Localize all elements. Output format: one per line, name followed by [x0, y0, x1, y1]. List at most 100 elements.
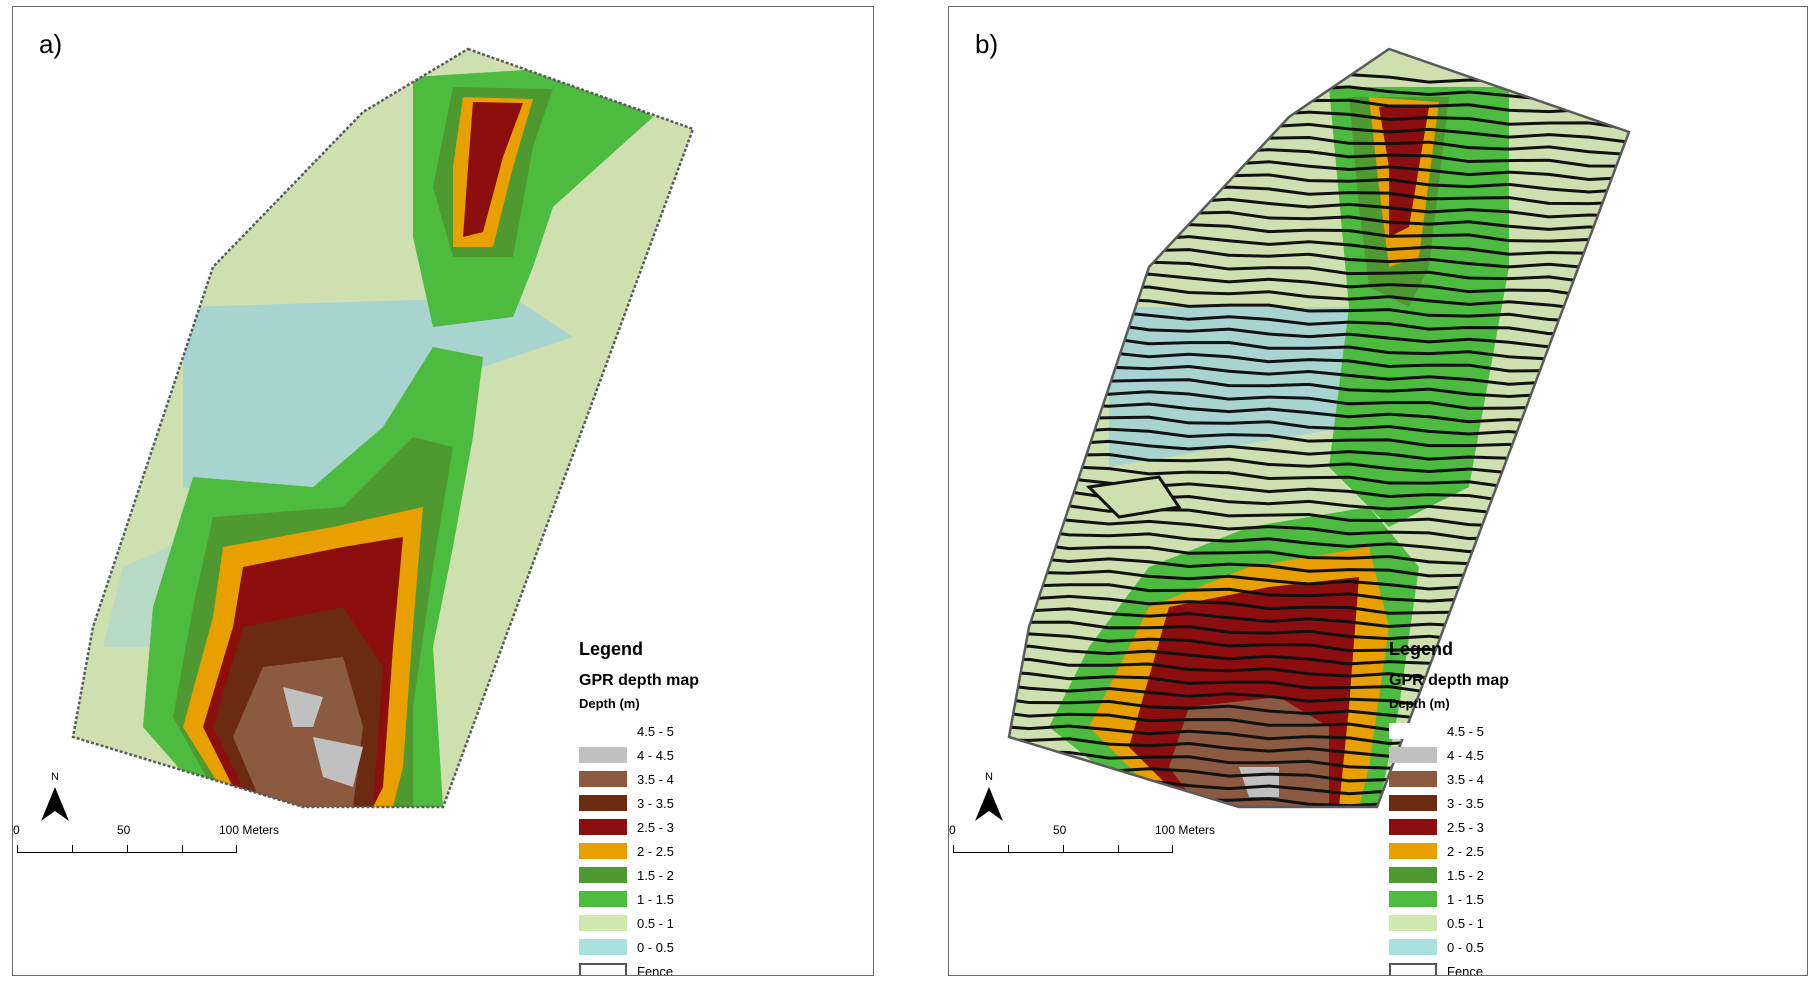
scale-tick-50: 50	[117, 823, 131, 837]
legend-row-fence: Fence	[1389, 959, 1509, 976]
legend-swatch	[579, 891, 627, 907]
legend-label: 1 - 1.5	[637, 891, 674, 907]
north-arrow-icon	[975, 787, 1003, 821]
legend-row: 1.5 - 2	[1389, 863, 1509, 887]
legend-swatch	[1389, 795, 1437, 811]
legend-label: 4 - 4.5	[1447, 747, 1484, 763]
legend-swatch	[579, 723, 627, 739]
legend-layer: GPR depth map	[579, 672, 700, 689]
legend-a: Legend GPR depth map Depth (m) 4.5 - 5 4 …	[579, 639, 700, 976]
legend-swatch	[1389, 747, 1437, 763]
legend-row: 2.5 - 3	[1389, 815, 1509, 839]
map-panel-b: b) Legend GPR depth map Depth (m) 4.5 - …	[948, 6, 1808, 976]
legend-fence-label: Fence	[637, 963, 674, 976]
legend-swatch	[1389, 771, 1437, 787]
panel-label-b: b)	[975, 29, 999, 59]
legend-field: Depth (m)	[1389, 696, 1450, 711]
legend-label: 2.5 - 3	[1447, 819, 1484, 835]
legend-title: Legend	[579, 639, 644, 659]
legend-swatch	[1389, 843, 1437, 859]
fence-swatch	[1389, 963, 1437, 975]
legend-row: 2 - 2.5	[1389, 839, 1509, 863]
legend-label: 1.5 - 2	[1447, 867, 1484, 883]
scale-bar-b: 0 50 100 Meters	[949, 823, 1215, 863]
legend-row: 3 - 3.5	[579, 791, 699, 815]
scale-tick-50: 50	[1053, 823, 1067, 837]
legend-row: 4.5 - 5	[579, 719, 699, 743]
north-arrow-icon	[41, 787, 69, 821]
legend-label: 0.5 - 1	[637, 915, 674, 931]
legend-swatch	[579, 939, 627, 955]
depth-map-b	[1007, 47, 1631, 809]
legend-swatch	[1389, 915, 1437, 931]
legend-label: 2.5 - 3	[637, 819, 674, 835]
legend-swatch	[579, 771, 627, 787]
legend-label: 3.5 - 4	[1447, 771, 1484, 787]
legend-fence-label: Fence	[1447, 963, 1484, 976]
scale-tick-0: 0	[13, 823, 20, 837]
legend-row: 2.5 - 3	[579, 815, 699, 839]
survey-line	[1009, 57, 1629, 93]
legend-title: Legend	[1389, 639, 1454, 659]
legend-row: 4.5 - 5	[1389, 719, 1509, 743]
legend-label: 0.5 - 1	[1447, 915, 1484, 931]
legend-label: 3.5 - 4	[637, 771, 674, 787]
legend-label: 2 - 2.5	[637, 843, 674, 859]
north-arrow-b: N	[971, 771, 1007, 828]
legend-swatch	[579, 795, 627, 811]
scale-bar-a: 0 50 100 Meters	[13, 823, 279, 863]
legend-swatch	[1389, 723, 1437, 739]
legend-row: 4 - 4.5	[1389, 743, 1509, 767]
legend-row: 0 - 0.5	[1389, 935, 1509, 959]
legend-label: 4.5 - 5	[637, 723, 674, 739]
north-arrow-a: N	[37, 771, 73, 828]
scale-tick-100: 100 Meters	[219, 823, 280, 837]
legend-label: 0 - 0.5	[637, 939, 674, 955]
legend-row-fence: Fence	[579, 959, 699, 976]
scale-tick-100: 100 Meters	[1155, 823, 1216, 837]
depth-map-a	[71, 47, 695, 809]
scale-tick-0: 0	[949, 823, 956, 837]
legend-label: 4 - 4.5	[637, 747, 674, 763]
panel-label-a: a)	[39, 29, 63, 59]
legend-swatch	[1389, 819, 1437, 835]
legend-row: 1 - 1.5	[1389, 887, 1509, 911]
legend-label: 1 - 1.5	[1447, 891, 1484, 907]
legend-swatch	[579, 915, 627, 931]
legend-swatch	[579, 867, 627, 883]
north-label: N	[985, 771, 993, 783]
legend-rows: 4.5 - 5 4 - 4.5 3.5 - 4 3 - 3.5 2.5 - 3 2 - 2…	[579, 719, 699, 976]
legend-layer: GPR depth map	[1389, 672, 1510, 689]
legend-swatch	[579, 747, 627, 763]
legend-swatch	[1389, 939, 1437, 955]
legend-swatch	[579, 819, 627, 835]
legend-row: 0.5 - 1	[579, 911, 699, 935]
legend-label: 0 - 0.5	[1447, 939, 1484, 955]
legend-label: 4.5 - 5	[1447, 723, 1484, 739]
legend-row: 4 - 4.5	[579, 743, 699, 767]
fence-swatch	[579, 963, 627, 975]
legend-label: 2 - 2.5	[1447, 843, 1484, 859]
legend-label: 1.5 - 2	[637, 867, 674, 883]
fence-outline-a	[71, 47, 695, 809]
legend-row: 0.5 - 1	[1389, 911, 1509, 935]
legend-swatch	[1389, 891, 1437, 907]
north-label: N	[51, 771, 59, 783]
legend-swatch	[1389, 867, 1437, 883]
legend-row: 2 - 2.5	[579, 839, 699, 863]
legend-label: 3 - 3.5	[1447, 795, 1484, 811]
legend-row: 3 - 3.5	[1389, 791, 1509, 815]
legend-rows: 4.5 - 5 4 - 4.5 3.5 - 4 3 - 3.5 2.5 - 3 2 - 2…	[1389, 719, 1509, 976]
legend-row: 1.5 - 2	[579, 863, 699, 887]
legend-label: 3 - 3.5	[637, 795, 674, 811]
depth-zones-a	[73, 49, 693, 807]
legend-b: Legend GPR depth map Depth (m) 4.5 - 5 4 …	[1389, 639, 1510, 976]
legend-row: 1 - 1.5	[579, 887, 699, 911]
map-panel-a: a) Legend GPR depth map Depth (m) 4.5 - …	[12, 6, 874, 976]
legend-row: 0 - 0.5	[579, 935, 699, 959]
legend-row: 3.5 - 4	[579, 767, 699, 791]
legend-field: Depth (m)	[579, 696, 640, 711]
legend-row: 3.5 - 4	[1389, 767, 1509, 791]
fence-outline-b	[1007, 47, 1631, 809]
legend-swatch	[579, 843, 627, 859]
